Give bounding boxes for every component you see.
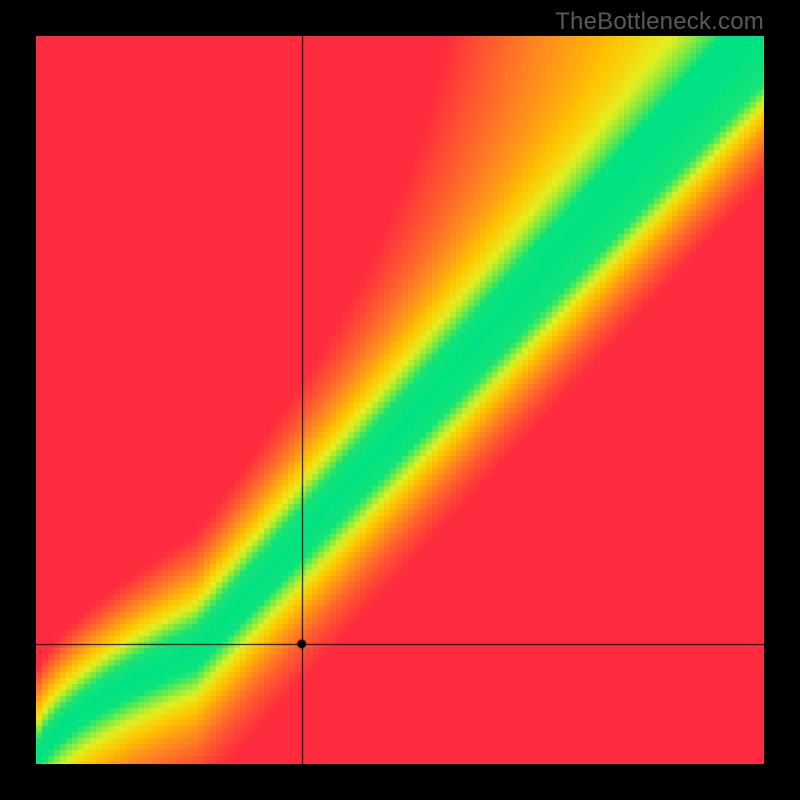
bottleneck-heatmap: [36, 36, 764, 764]
watermark-text: TheBottleneck.com: [555, 8, 764, 36]
